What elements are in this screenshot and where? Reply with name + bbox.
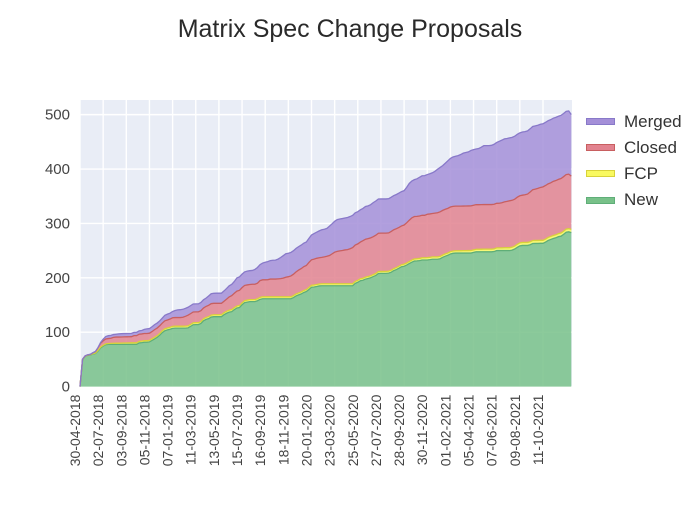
- svg-text:27-07-2020: 27-07-2020: [368, 394, 384, 466]
- svg-text:100: 100: [45, 324, 70, 341]
- svg-text:15-07-2019: 15-07-2019: [229, 394, 245, 466]
- svg-text:23-03-2020: 23-03-2020: [322, 394, 338, 466]
- svg-text:0: 0: [62, 379, 70, 396]
- svg-text:18-11-2019: 18-11-2019: [275, 394, 291, 465]
- svg-text:09-08-2021: 09-08-2021: [507, 394, 523, 466]
- svg-text:200: 200: [45, 270, 70, 287]
- svg-text:02-07-2018: 02-07-2018: [90, 394, 106, 466]
- svg-text:11-03-2019: 11-03-2019: [183, 394, 199, 465]
- svg-text:16-09-2019: 16-09-2019: [252, 394, 268, 466]
- svg-text:07-01-2019: 07-01-2019: [160, 394, 176, 466]
- svg-text:03-09-2018: 03-09-2018: [113, 394, 129, 466]
- svg-text:07-06-2021: 07-06-2021: [484, 394, 500, 466]
- svg-text:300: 300: [45, 215, 70, 232]
- svg-text:13-05-2019: 13-05-2019: [206, 394, 222, 466]
- svg-text:20-01-2020: 20-01-2020: [299, 394, 315, 466]
- svg-text:28-09-2020: 28-09-2020: [391, 394, 407, 466]
- svg-text:25-05-2020: 25-05-2020: [345, 394, 361, 466]
- svg-text:400: 400: [45, 161, 70, 178]
- svg-text:30-11-2020: 30-11-2020: [414, 394, 430, 465]
- svg-text:500: 500: [45, 107, 70, 124]
- svg-text:30-04-2018: 30-04-2018: [67, 394, 83, 466]
- svg-text:01-02-2021: 01-02-2021: [437, 394, 453, 466]
- svg-text:05-11-2018: 05-11-2018: [136, 394, 152, 465]
- svg-text:11-10-2021: 11-10-2021: [530, 394, 546, 465]
- svg-text:05-04-2021: 05-04-2021: [461, 394, 477, 466]
